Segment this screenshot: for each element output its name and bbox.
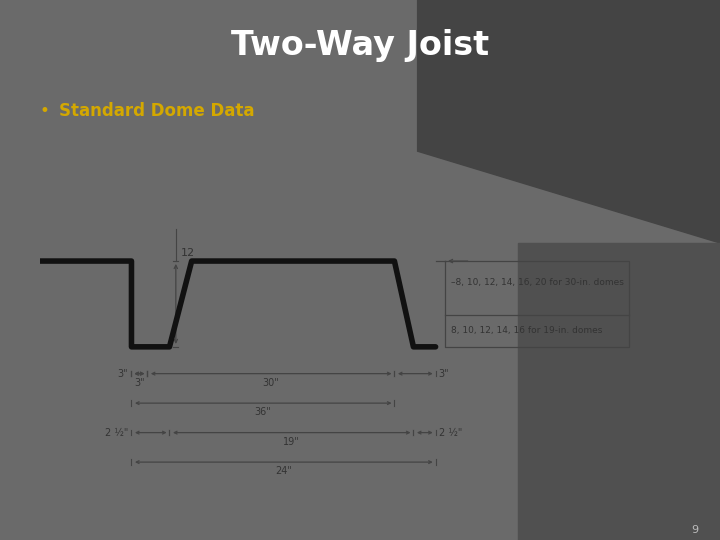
Text: 3": 3" bbox=[117, 369, 128, 379]
Text: Standard Dome Data: Standard Dome Data bbox=[59, 102, 255, 120]
Text: Two-Way Joist: Two-Way Joist bbox=[231, 29, 489, 63]
Text: 36": 36" bbox=[255, 407, 271, 417]
Text: 12: 12 bbox=[181, 248, 195, 258]
Text: 19": 19" bbox=[283, 437, 300, 447]
Text: 8, 10, 12, 14, 16 for 19-in. domes: 8, 10, 12, 14, 16 for 19-in. domes bbox=[451, 326, 603, 335]
Text: –8, 10, 12, 14, 16, 20 for 30-in. domes: –8, 10, 12, 14, 16, 20 for 30-in. domes bbox=[451, 278, 624, 287]
Text: 9: 9 bbox=[691, 524, 698, 535]
Text: 2 ½": 2 ½" bbox=[105, 428, 128, 437]
Text: 30": 30" bbox=[263, 378, 279, 388]
Text: 24": 24" bbox=[275, 467, 292, 476]
Text: 3": 3" bbox=[438, 369, 449, 379]
Text: •: • bbox=[40, 102, 50, 120]
Text: 3": 3" bbox=[134, 378, 145, 388]
Text: 2 ½": 2 ½" bbox=[438, 428, 462, 437]
